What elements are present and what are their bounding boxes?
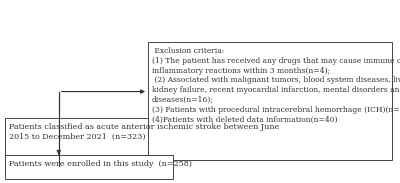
Text: Exclusion criteria:
(1) The patient has received any drugs that may cause immune: Exclusion criteria: (1) The patient has … (152, 47, 400, 124)
Text: Patients classified as acute anterior ischemic stroke between June
2015 to Decem: Patients classified as acute anterior is… (9, 123, 279, 141)
Bar (5, 118, 173, 166)
Bar (148, 42, 392, 160)
Text: Patients were enrolled in this study  (n=258): Patients were enrolled in this study (n=… (9, 160, 192, 168)
Bar (5, 155, 173, 179)
